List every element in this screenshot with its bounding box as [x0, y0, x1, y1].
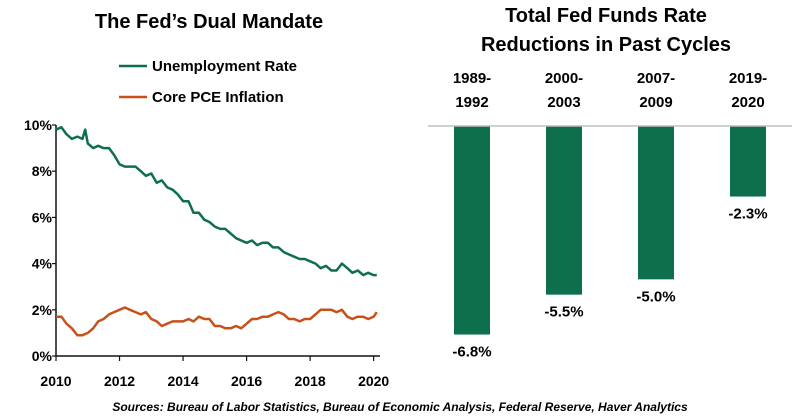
rate-reductions-chart: Total Fed Funds Rate Reductions in Past … [428, 5, 792, 361]
source-note: Sources: Bureau of Labor Statistics, Bur… [112, 400, 688, 414]
unemployment-rate-line [55, 126, 377, 277]
category-label-line-2: 2009 [639, 94, 672, 111]
y-tick-label: 6% [32, 209, 53, 225]
y-tick-label: 2% [32, 302, 53, 318]
dual-mandate-chart: The Fed’s Dual Mandate Unemployment Rate… [24, 11, 389, 389]
category-label-line-1: 2000- [545, 70, 583, 87]
x-tick-label: 2020 [358, 373, 389, 389]
bar [454, 126, 490, 335]
bar-value-label: -6.8% [452, 344, 491, 361]
bar [730, 126, 766, 197]
bar-value-label: -5.0% [636, 288, 675, 305]
left-axes [52, 124, 380, 361]
rate-reductions-title-line-1: Total Fed Funds Rate [505, 5, 707, 27]
x-tick-label: 2012 [104, 373, 135, 389]
category-labels: 1989- 1992 2000- 2003 2007- 2009 2019- 2… [453, 70, 767, 111]
x-tick-labels: 2010 2012 2014 2016 2018 2020 [40, 373, 389, 389]
legend-unemployment-label: Unemployment Rate [152, 58, 297, 75]
x-tick-label: 2014 [167, 373, 198, 389]
y-tick-labels: 0% 2% 4% 6% 8% 10% [24, 117, 53, 364]
category-label-line-1: 2007- [637, 70, 675, 87]
dual-mandate-title: The Fed’s Dual Mandate [95, 11, 323, 33]
bar [638, 126, 674, 280]
core-pce-inflation-line [56, 306, 378, 337]
category-label-line-1: 1989- [453, 70, 491, 87]
y-tick-label: 0% [32, 348, 53, 364]
value-labels: -6.8% -5.5% -5.0% -2.3% [452, 206, 767, 361]
x-tick-label: 2018 [295, 373, 326, 389]
category-label-line-1: 2019- [729, 70, 767, 87]
y-tick-label: 10% [24, 117, 53, 133]
bar-value-label: -5.5% [544, 304, 583, 321]
category-label-line-2: 1992 [455, 94, 488, 111]
bars [454, 126, 766, 335]
y-tick-label: 8% [32, 163, 53, 179]
bar [546, 126, 582, 295]
legend-inflation-label: Core PCE Inflation [152, 89, 284, 106]
rate-reductions-title-line-2: Reductions in Past Cycles [481, 34, 731, 56]
x-tick-label: 2010 [40, 373, 71, 389]
y-tick-label: 4% [32, 256, 53, 272]
category-label-line-2: 2003 [547, 94, 580, 111]
x-tick-label: 2016 [231, 373, 262, 389]
category-label-line-2: 2020 [731, 94, 764, 111]
bar-value-label: -2.3% [728, 206, 767, 223]
